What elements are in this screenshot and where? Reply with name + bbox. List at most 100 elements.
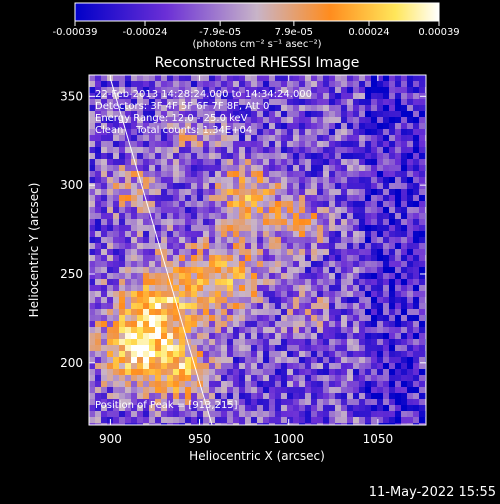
heatmap-cell xyxy=(155,249,161,255)
heatmap-cell xyxy=(233,267,239,273)
heatmap-cell xyxy=(317,159,323,165)
heatmap-cell xyxy=(281,411,287,417)
heatmap-cell xyxy=(89,303,95,309)
heatmap-cell xyxy=(89,297,95,303)
heatmap-cell xyxy=(365,171,371,177)
heatmap-cell xyxy=(113,357,119,363)
heatmap-cell xyxy=(203,225,209,231)
heatmap-cell xyxy=(389,243,395,249)
heatmap-cell xyxy=(179,399,185,405)
heatmap-cell xyxy=(95,315,101,321)
heatmap-cell xyxy=(383,381,389,387)
heatmap-cell xyxy=(377,387,383,393)
heatmap-cell xyxy=(161,243,167,249)
heatmap-cell xyxy=(95,231,101,237)
heatmap-cell xyxy=(419,339,425,345)
heatmap-cell xyxy=(95,255,101,261)
heatmap-cell xyxy=(401,237,407,243)
heatmap-cell xyxy=(239,375,245,381)
heatmap-cell xyxy=(365,339,371,345)
heatmap-cell xyxy=(173,99,179,105)
heatmap-cell xyxy=(107,369,113,375)
heatmap-cell xyxy=(293,135,299,141)
heatmap-cell xyxy=(113,303,119,309)
heatmap-cell xyxy=(101,291,107,297)
heatmap-cell xyxy=(329,399,335,405)
heatmap-cell xyxy=(401,159,407,165)
heatmap-cell xyxy=(173,165,179,171)
heatmap-cell xyxy=(395,171,401,177)
heatmap-cell xyxy=(311,417,317,423)
heatmap-cell xyxy=(359,81,365,87)
heatmap-cell xyxy=(95,225,101,231)
heatmap-cell xyxy=(299,363,305,369)
heatmap-cell xyxy=(269,207,275,213)
heatmap-cell xyxy=(101,399,107,405)
heatmap-cell xyxy=(191,351,197,357)
heatmap-cell xyxy=(377,249,383,255)
heatmap-cell xyxy=(275,249,281,255)
heatmap-cell xyxy=(371,135,377,141)
heatmap-cell xyxy=(215,333,221,339)
heatmap-cell xyxy=(101,99,107,105)
heatmap-cell xyxy=(161,381,167,387)
heatmap-cell xyxy=(137,381,143,387)
heatmap-cell xyxy=(209,225,215,231)
colorbar-ticks: -0.00039 -0.00024 -7.9e-05 7.9e-05 0.00024 0.… xyxy=(53,21,460,38)
heatmap-cell xyxy=(419,237,425,243)
heatmap-cell xyxy=(281,159,287,165)
heatmap-cell xyxy=(353,291,359,297)
heatmap-cell xyxy=(359,147,365,153)
heatmap-cell xyxy=(179,411,185,417)
heatmap-cell xyxy=(389,105,395,111)
heatmap-cell xyxy=(95,249,101,255)
heatmap-cell xyxy=(329,381,335,387)
heatmap-cell xyxy=(359,159,365,165)
heatmap-cell xyxy=(155,123,161,129)
heatmap-cell xyxy=(287,81,293,87)
heatmap-cell xyxy=(347,219,353,225)
heatmap-cell xyxy=(329,333,335,339)
heatmap-cell xyxy=(347,123,353,129)
heatmap-cell xyxy=(401,321,407,327)
heatmap-cell xyxy=(341,261,347,267)
heatmap-cell xyxy=(341,87,347,93)
heatmap-cell xyxy=(341,195,347,201)
heatmap-cell xyxy=(221,111,227,117)
heatmap-cell xyxy=(227,363,233,369)
heatmap-cell xyxy=(269,87,275,93)
heatmap-cell xyxy=(221,135,227,141)
heatmap-cell xyxy=(287,327,293,333)
heatmap-cell xyxy=(329,195,335,201)
heatmap-cell xyxy=(269,285,275,291)
heatmap-cell xyxy=(239,351,245,357)
heatmap-cell xyxy=(251,321,257,327)
heatmap-cell xyxy=(107,351,113,357)
heatmap-cell xyxy=(131,183,137,189)
heatmap-cell xyxy=(263,405,269,411)
heatmap-cell xyxy=(281,309,287,315)
heatmap-cell xyxy=(407,285,413,291)
heatmap-cell xyxy=(95,387,101,393)
heatmap-cell xyxy=(299,231,305,237)
heatmap-cell xyxy=(173,321,179,327)
heatmap-cell xyxy=(287,339,293,345)
heatmap-cell xyxy=(149,99,155,105)
heatmap-cell xyxy=(191,363,197,369)
heatmap-cell xyxy=(149,225,155,231)
heatmap-cell xyxy=(251,273,257,279)
heatmap-cell xyxy=(227,249,233,255)
heatmap-cell xyxy=(269,357,275,363)
heatmap-cell xyxy=(311,93,317,99)
heatmap-cell xyxy=(383,177,389,183)
heatmap-cell xyxy=(215,165,221,171)
heatmap-cell xyxy=(95,303,101,309)
heatmap-cell xyxy=(347,405,353,411)
heatmap-cell xyxy=(377,369,383,375)
heatmap-cell xyxy=(335,255,341,261)
heatmap-cell xyxy=(293,351,299,357)
heatmap-cell xyxy=(155,207,161,213)
heatmap-cell xyxy=(389,93,395,99)
heatmap-cell xyxy=(221,141,227,147)
heatmap-cell xyxy=(101,333,107,339)
